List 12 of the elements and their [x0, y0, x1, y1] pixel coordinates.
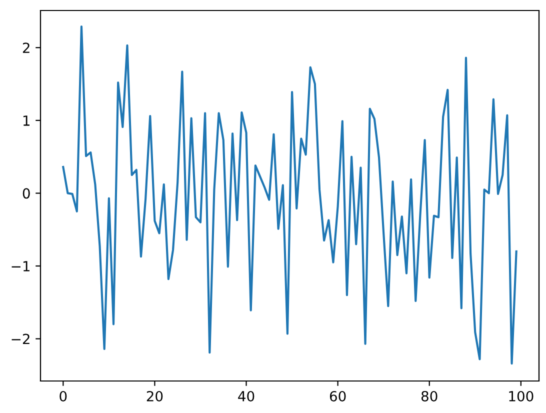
y-tick-label: 0	[22, 188, 30, 199]
x-tick-label: 20	[146, 390, 163, 402]
line-series	[62, 25, 518, 365]
y-tick-label: 1	[23, 116, 30, 126]
x-tick-label: 60	[330, 390, 346, 402]
x-tick-label: 40	[238, 390, 254, 402]
x-tick-label: 80	[421, 390, 438, 402]
y-tick-label: −1	[12, 261, 30, 272]
x-tick-label: 100	[509, 390, 534, 402]
y-tick-label: 2	[22, 42, 30, 53]
y-tick-label: −2	[12, 334, 30, 344]
x-tick-label: 0	[60, 390, 67, 402]
